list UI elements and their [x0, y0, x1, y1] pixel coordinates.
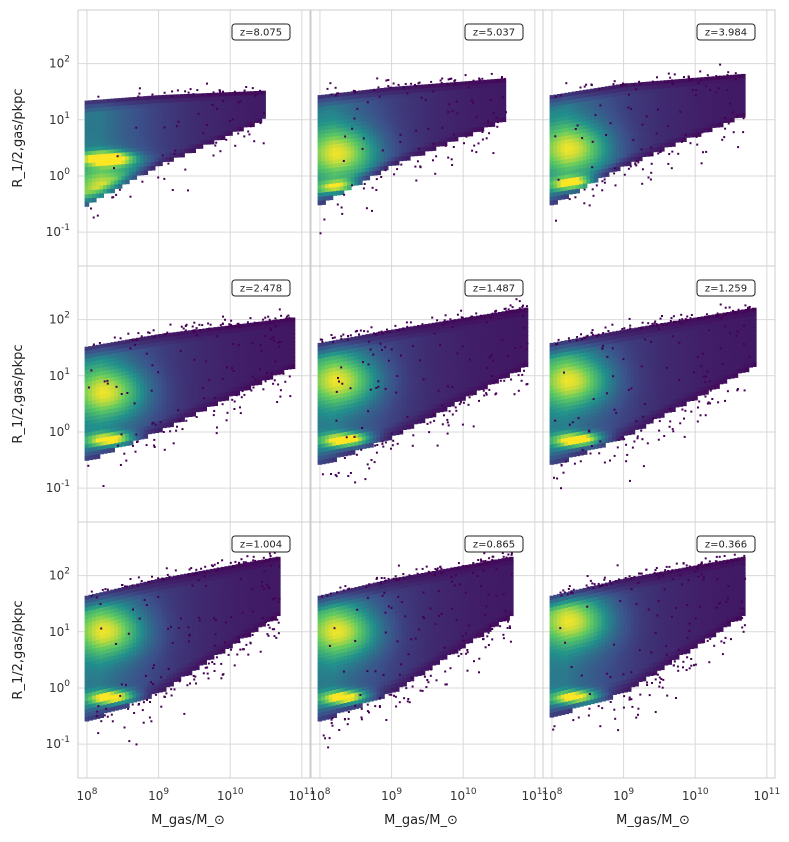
hexbin-density	[84, 551, 281, 746]
y-tick-label: 101	[49, 623, 70, 639]
panel-5: z=1.487	[310, 265, 544, 523]
y-tick-label: 10-1	[46, 223, 70, 239]
redshift-label-box	[464, 535, 524, 553]
redshift-label: z=1.259	[705, 284, 747, 295]
x-tick-label: 1010	[450, 787, 477, 803]
hexbin-density	[317, 72, 507, 235]
x-tick-label: 108	[541, 787, 562, 803]
hexbin-density	[549, 63, 746, 222]
redshift-label: z=2.478	[240, 284, 282, 295]
redshift-label-box	[464, 23, 524, 41]
redshift-label: z=3.984	[705, 28, 747, 39]
redshift-label: z=1.004	[240, 540, 282, 551]
panel-frame	[542, 521, 776, 779]
y-tick-label: 101	[49, 367, 70, 383]
y-axis-label: R_1/2,gas/pkpc	[11, 600, 26, 699]
x-tick-label: 109	[613, 787, 634, 803]
x-tick-label: 1010	[217, 787, 244, 803]
x-tick-label: 1011	[753, 787, 780, 803]
y-tick-label: 101	[49, 111, 70, 127]
panel-6: z=1.259	[542, 265, 776, 523]
redshift-label-box	[231, 23, 291, 41]
panel-frame	[77, 521, 311, 779]
x-tick-label: 1010	[682, 787, 709, 803]
y-tick-label: 100	[49, 167, 70, 183]
x-axis-label: M_gas/M_⊙	[151, 813, 225, 828]
y-tick-label: 102	[49, 311, 70, 327]
redshift-label: z=1.487	[473, 284, 515, 295]
y-tick-label: 100	[49, 423, 70, 439]
y-tick-label: 100	[49, 679, 70, 695]
redshift-label-box	[696, 535, 756, 553]
panel-9: z=0.366 108 109 1010 1011 M_gas/M_⊙	[541, 521, 780, 828]
y-tick-label: 102	[49, 55, 70, 71]
y-tick-label: 10-1	[46, 479, 70, 495]
redshift-label: z=8.075	[240, 28, 282, 39]
redshift-label-box	[464, 279, 524, 297]
hexbin-density	[84, 308, 296, 487]
hexbin-density	[317, 298, 529, 484]
redshift-label-box	[231, 535, 291, 553]
panel-1: z=8.075 10-1 100 101 102 R_1/2,gas/pkpc	[11, 9, 311, 267]
redshift-label-box	[231, 279, 291, 297]
redshift-label-box	[696, 23, 756, 41]
y-axis-label: R_1/2,gas/pkpc	[11, 344, 26, 443]
hexbin-density	[549, 546, 747, 732]
x-axis-label: M_gas/M_⊙	[384, 813, 458, 828]
x-tick-label: 108	[309, 787, 330, 803]
panel-grid: z=8.075 10-1 100 101 102 R_1/2,gas/pkpc z=5.03…	[11, 9, 780, 828]
hexbin-density	[549, 303, 757, 490]
redshift-label: z=5.037	[473, 28, 515, 39]
y-axis-label: R_1/2,gas/pkpc	[11, 88, 26, 187]
hexbin-density	[84, 82, 266, 219]
x-tick-label: 109	[381, 787, 402, 803]
x-tick-label: 108	[76, 787, 97, 803]
redshift-label-box	[696, 279, 756, 297]
panel-4: z=2.478 10-1 100 101 102 R_1/2,gas/pkpc	[11, 265, 311, 523]
redshift-label: z=0.366	[705, 540, 747, 551]
y-tick-label: 102	[49, 567, 70, 583]
x-axis-label: M_gas/M_⊙	[616, 813, 690, 828]
panel-3: z=3.984	[542, 9, 776, 267]
panel-7: z=1.004 10-1 100 101 102 R_1/2,gas/pkpc 108 109…	[11, 521, 315, 828]
panel-2: z=5.037	[310, 9, 544, 267]
redshift-label: z=0.865	[473, 540, 515, 551]
hexbin-density	[317, 552, 514, 749]
x-tick-label: 109	[148, 787, 169, 803]
y-tick-label: 10-1	[46, 735, 70, 751]
